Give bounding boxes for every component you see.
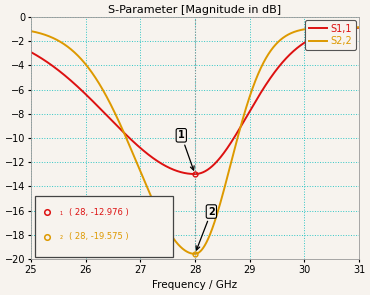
S2,2 <box>29 30 33 33</box>
Text: ( 28, -19.575 ): ( 28, -19.575 ) <box>69 232 129 241</box>
Line: S1,1: S1,1 <box>31 28 359 174</box>
Text: 2: 2 <box>196 206 215 250</box>
S1,1 <box>287 53 292 57</box>
S2,2 <box>347 26 352 29</box>
FancyBboxPatch shape <box>35 196 173 257</box>
S2,2 <box>287 32 292 36</box>
S2,2 <box>357 26 361 29</box>
S2,2 <box>188 251 193 255</box>
S1,1 <box>347 27 352 30</box>
S1,1 <box>193 172 197 176</box>
S1,1 <box>347 27 352 30</box>
Line: S2,2: S2,2 <box>31 27 359 254</box>
Text: ₁: ₁ <box>60 208 63 217</box>
S1,1 <box>29 50 33 54</box>
Title: S-Parameter [Magnitude in dB]: S-Parameter [Magnitude in dB] <box>108 5 282 15</box>
S1,1 <box>179 171 184 174</box>
S1,1 <box>357 26 361 30</box>
S2,2 <box>179 246 184 250</box>
Text: 1: 1 <box>178 130 194 170</box>
S1,1 <box>46 61 50 64</box>
Legend: S1,1, S2,2: S1,1, S2,2 <box>305 20 356 50</box>
X-axis label: Frequency / GHz: Frequency / GHz <box>152 280 238 290</box>
Text: ₂: ₂ <box>60 232 63 241</box>
S2,2 <box>193 252 197 256</box>
S2,2 <box>46 34 50 37</box>
S1,1 <box>188 172 193 176</box>
S2,2 <box>347 26 352 29</box>
Text: ( 28, -12.976 ): ( 28, -12.976 ) <box>69 208 129 217</box>
